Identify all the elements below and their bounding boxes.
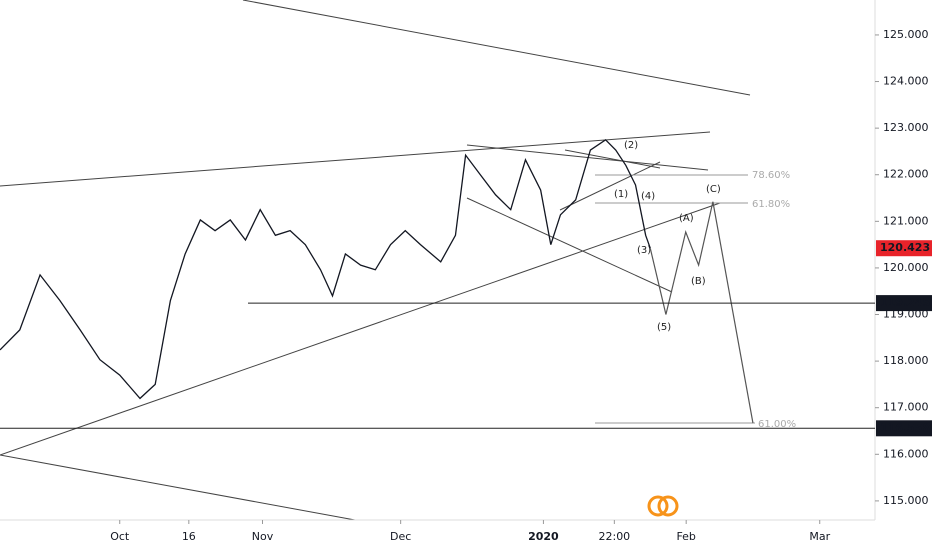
x-tick-label: 16	[182, 530, 196, 543]
price-marker	[876, 295, 932, 312]
price-marker-label: 116.558	[880, 421, 930, 434]
wave-label: (5)	[657, 322, 671, 333]
price-marker-label: 120.423	[880, 241, 930, 254]
x-tick-label: Mar	[809, 530, 830, 543]
x-tick-label: Nov	[252, 530, 274, 543]
logo	[647, 495, 679, 517]
price-marker	[876, 420, 932, 437]
x-tick-label: Feb	[676, 530, 695, 543]
x-tick-label: Dec	[390, 530, 411, 543]
trendlines	[0, 0, 751, 521]
price-marker	[876, 240, 932, 257]
fib-levels: 78.60% 61.80% 61.00%	[595, 170, 796, 430]
y-tick-label: 120.000	[883, 261, 929, 274]
wave-label: (A)	[679, 213, 694, 224]
x-tick-label: 22:00	[598, 530, 630, 543]
y-tick-label: 118.000	[883, 354, 929, 367]
price-line	[0, 138, 651, 400]
wave-label: (1)	[614, 189, 628, 200]
fib-label: 61.80%	[752, 199, 790, 210]
y-tick-label: 121.000	[883, 214, 929, 227]
fib-label: 78.60%	[752, 170, 790, 181]
y-tick-label: 123.000	[883, 121, 929, 134]
price-marker-label: 119.245	[880, 296, 930, 309]
wave-label: (C)	[706, 184, 721, 195]
y-tick-label: 116.000	[883, 447, 929, 460]
wave-label: (2)	[624, 140, 638, 151]
wave-label: (3)	[637, 245, 651, 256]
y-tick-label: 117.000	[883, 401, 929, 414]
x-tick-label: Oct	[110, 530, 130, 543]
x-tick-label: 2020	[528, 530, 559, 543]
projection-line	[649, 201, 754, 424]
y-tick-label: 125.000	[883, 28, 929, 41]
y-tick-label: 122.000	[883, 168, 929, 181]
wave-labels: (1) (2) (3) (4) (5) (A) (B) (C)	[614, 140, 721, 333]
y-tick-label: 124.000	[883, 75, 929, 88]
fib-label: 61.00%	[758, 419, 796, 430]
y-tick-label: 115.000	[883, 494, 929, 507]
wave-label: (4)	[641, 191, 655, 202]
wave-label: (B)	[691, 276, 706, 287]
